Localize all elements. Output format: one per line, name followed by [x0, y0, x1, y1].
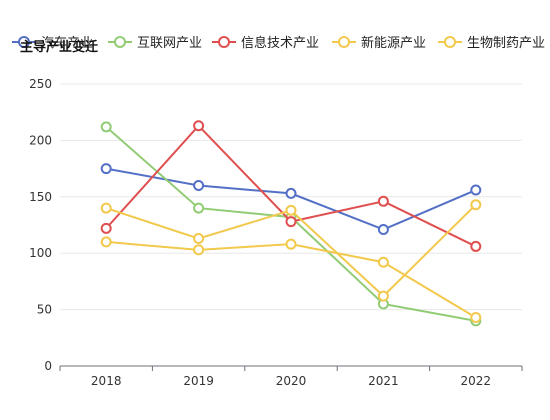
chart-title: 主导产业变迁: [20, 39, 98, 55]
legend-item-3[interactable]: 新能源产业: [332, 35, 426, 51]
data-point[interactable]: [377, 224, 389, 236]
x-tick-label: 2018: [91, 374, 122, 388]
data-point[interactable]: [470, 184, 482, 196]
y-tick-label: 150: [29, 190, 52, 204]
data-point[interactable]: [100, 121, 112, 133]
data-point[interactable]: [193, 120, 205, 132]
data-point[interactable]: [377, 195, 389, 207]
legend-swatch-marker: [218, 36, 230, 48]
legend-swatch-marker: [114, 36, 126, 48]
x-tick-label: 2019: [183, 374, 214, 388]
axes: 0 50 100 150 200 250 2018 2019 2020 2021 2022: [29, 77, 523, 388]
series-lines: [100, 120, 482, 327]
legend-swatch-marker: [338, 36, 350, 48]
data-point[interactable]: [193, 233, 205, 245]
data-point[interactable]: [100, 236, 112, 248]
x-tick-label: 2022: [461, 374, 492, 388]
legend-label: 信息技术产业: [241, 35, 319, 51]
data-point[interactable]: [377, 256, 389, 268]
data-point[interactable]: [470, 311, 482, 323]
y-tick-label: 50: [37, 303, 52, 317]
series-2: [100, 120, 482, 252]
data-point[interactable]: [470, 199, 482, 211]
data-point[interactable]: [193, 244, 205, 256]
legend-label: 新能源产业: [361, 35, 426, 51]
x-tick-label: 2020: [276, 374, 307, 388]
series-line: [105, 124, 477, 248]
legend-swatch-marker: [18, 36, 30, 48]
data-point[interactable]: [100, 222, 112, 234]
y-tick-label: 0: [44, 359, 52, 373]
x-tick-label: 2021: [368, 374, 399, 388]
legend-label: 互联网产业: [137, 36, 202, 51]
data-point[interactable]: [100, 163, 112, 175]
legend[interactable]: 汽车产业 互联网产业 信息技术产业 新能源产业 生物制药产业: [12, 35, 545, 51]
legend-item-0[interactable]: 汽车产业: [12, 35, 93, 51]
data-point[interactable]: [285, 187, 297, 199]
series-4: [100, 199, 482, 302]
data-point[interactable]: [193, 202, 205, 214]
data-point[interactable]: [100, 202, 112, 214]
y-tick-label: 200: [29, 133, 52, 147]
data-point[interactable]: [377, 290, 389, 302]
legend-label: 汽车产业: [41, 35, 93, 51]
y-tick-label: 250: [29, 77, 52, 91]
data-point[interactable]: [285, 204, 297, 216]
legend-item-4[interactable]: 生物制药产业: [438, 36, 545, 51]
y-tick-label: 100: [29, 246, 52, 260]
data-point[interactable]: [470, 240, 482, 252]
legend-label: 生物制药产业: [467, 36, 545, 51]
series-3: [100, 236, 482, 323]
legend-item-1[interactable]: 互联网产业: [108, 36, 202, 51]
legend-swatch-marker: [444, 36, 456, 48]
legend-item-2[interactable]: 信息技术产业: [212, 35, 319, 51]
data-point[interactable]: [285, 238, 297, 250]
data-point[interactable]: [285, 216, 297, 228]
data-point[interactable]: [193, 180, 205, 192]
